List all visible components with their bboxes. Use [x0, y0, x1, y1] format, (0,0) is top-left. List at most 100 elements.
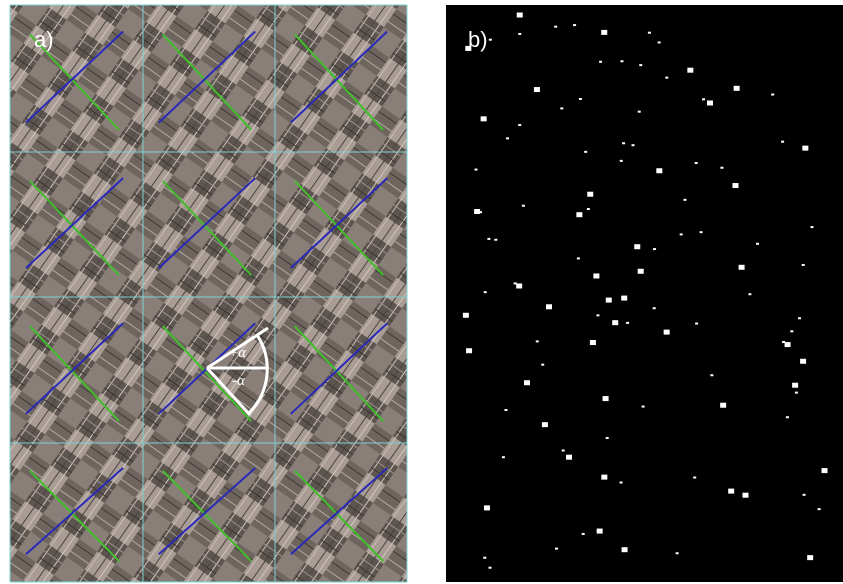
- bright-spot: [483, 557, 486, 559]
- bright-spot: [642, 406, 645, 408]
- bright-spot: [664, 330, 670, 335]
- bright-spot: [653, 248, 656, 250]
- bright-spot: [800, 359, 806, 364]
- bright-spot: [587, 208, 590, 210]
- bright-spot: [577, 257, 580, 259]
- bright-spot: [695, 162, 698, 164]
- bright-spot: [536, 340, 539, 342]
- bright-spot: [576, 212, 582, 217]
- bright-spot: [734, 86, 740, 91]
- bright-spot: [522, 205, 525, 207]
- bright-spot: [484, 505, 490, 510]
- bright-spot: [632, 144, 635, 146]
- bright-spot: [653, 307, 656, 309]
- bright-spot: [782, 341, 785, 343]
- bright-spot: [612, 320, 618, 325]
- angle-label: -α: [232, 373, 246, 389]
- bright-spot: [638, 269, 644, 274]
- bright-spot: [658, 41, 661, 43]
- bright-spot: [810, 226, 813, 228]
- bright-spot: [606, 298, 612, 303]
- bright-spot: [621, 296, 627, 301]
- bright-spot: [555, 548, 558, 550]
- bright-spot: [786, 416, 789, 418]
- bright-spot: [517, 13, 523, 18]
- bright-spot: [484, 291, 487, 293]
- bright-spot: [584, 151, 587, 153]
- bright-spot: [542, 422, 548, 427]
- bright-spot: [732, 183, 738, 188]
- bright-spot: [676, 552, 679, 554]
- bright-spot: [620, 482, 623, 484]
- binary-image: [446, 5, 843, 582]
- bright-spot: [463, 313, 469, 318]
- panel-a: a) +α -α: [10, 5, 407, 582]
- panel-label: a): [34, 27, 54, 52]
- bright-spot: [756, 243, 759, 245]
- bright-spot: [590, 340, 596, 345]
- bright-spot: [807, 555, 813, 560]
- bright-spot: [524, 380, 530, 385]
- bright-spot: [466, 348, 472, 353]
- bright-spot: [707, 100, 713, 105]
- bright-spot: [579, 98, 582, 100]
- page: a) +α -α b) (() => { const data = JSON.p…: [0, 0, 843, 584]
- bright-spot: [603, 396, 609, 401]
- bright-spot: [683, 199, 686, 201]
- bright-spot: [728, 489, 734, 494]
- bright-spot: [487, 238, 490, 240]
- bright-spot: [622, 547, 628, 552]
- bright-spot: [489, 567, 492, 569]
- panel-label: b): [468, 27, 488, 52]
- bright-spot: [582, 533, 585, 535]
- bright-spot: [474, 209, 480, 214]
- bright-spot: [601, 30, 607, 35]
- bright-spot: [720, 167, 723, 169]
- bright-spot: [626, 322, 629, 324]
- bright-spot: [518, 124, 521, 126]
- bright-spot: [620, 160, 623, 162]
- bright-spot: [566, 455, 572, 460]
- bright-spot: [481, 116, 487, 121]
- bright-spot: [803, 494, 806, 496]
- bright-spot: [534, 87, 540, 92]
- bright-spot: [622, 142, 625, 144]
- bright-spot: [720, 403, 726, 408]
- bright-spot: [798, 317, 801, 319]
- bright-spot: [597, 529, 603, 534]
- bright-spot: [593, 273, 599, 278]
- bright-spot: [599, 61, 602, 63]
- bright-spot: [541, 364, 544, 366]
- bright-spot: [790, 330, 793, 332]
- bright-spot: [648, 32, 651, 34]
- bright-spot: [514, 282, 517, 284]
- bright-spot: [494, 239, 497, 241]
- bright-spot: [560, 107, 563, 109]
- bright-spot: [634, 244, 640, 249]
- bright-spot: [680, 233, 683, 235]
- bright-spot: [546, 304, 552, 309]
- bright-spot: [638, 111, 641, 113]
- panel-b: b): [446, 5, 843, 582]
- bright-spot: [489, 39, 492, 41]
- bright-spot: [739, 265, 745, 270]
- bright-spot: [639, 64, 642, 66]
- bright-spot: [771, 94, 774, 96]
- bright-spot: [693, 477, 696, 479]
- bright-spot: [475, 169, 478, 171]
- bright-spot: [781, 141, 784, 143]
- bright-spot: [606, 437, 609, 439]
- bright-spot: [792, 383, 798, 388]
- bright-spot: [785, 342, 791, 347]
- bright-spot: [710, 374, 713, 376]
- bright-spot: [656, 168, 662, 173]
- bright-spot: [802, 146, 808, 151]
- bright-spot: [687, 68, 693, 73]
- bright-spot: [502, 456, 505, 458]
- bright-spot: [506, 137, 509, 139]
- bright-spot: [695, 323, 698, 325]
- bright-spot: [562, 450, 565, 452]
- bright-spot: [795, 392, 798, 394]
- bright-spot: [518, 33, 521, 35]
- bright-spot: [504, 409, 507, 411]
